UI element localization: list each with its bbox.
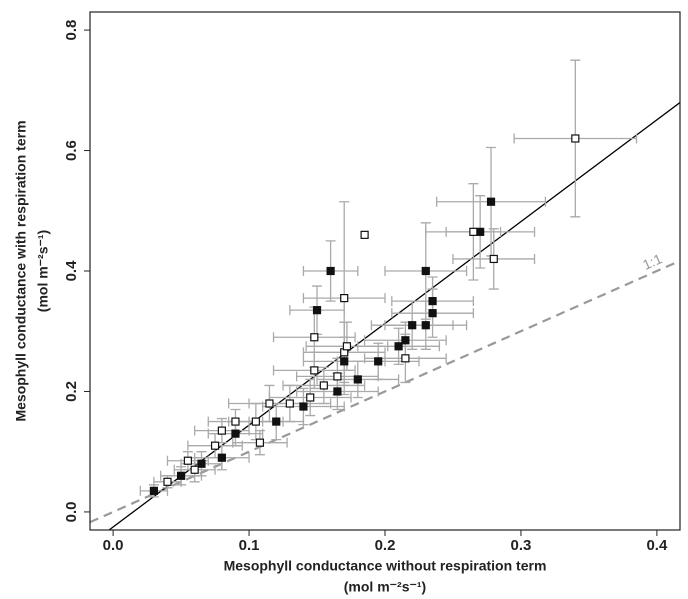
point [319,381,328,390]
point [469,227,478,236]
y-axis-title: Mesophyll conductance with respiration t… [13,120,29,421]
y-tick-label: 0.4 [63,260,80,282]
x-tick-label: 0.4 [646,537,668,554]
point [217,426,226,435]
point [255,438,265,447]
x-axis-title: Mesophyll conductance without respiratio… [224,558,547,574]
x-tick-label: 0.1 [239,537,260,554]
x-tick-label: 0.0 [103,537,124,554]
point [489,254,498,264]
point [183,456,192,465]
point [312,306,322,315]
reference-line-label: 1:1 [640,250,664,273]
point [326,266,335,276]
point [197,459,206,468]
point [251,417,260,426]
x-tick-label: 0.3 [511,537,532,554]
point [476,227,485,236]
point [401,354,410,363]
point [428,309,437,318]
point [149,486,158,495]
point [299,402,308,411]
point [285,399,294,408]
point [231,417,240,426]
point [333,387,342,396]
point [428,297,437,306]
point [272,417,281,426]
point [421,321,430,330]
point [176,471,186,480]
point [210,441,220,450]
point [333,372,342,381]
x-tick-label: 0.2 [375,537,396,554]
point [231,429,240,438]
y-tick-label: 0.0 [63,502,80,523]
y-tick-label: 0.8 [63,20,80,41]
point [265,399,274,408]
point [374,357,383,366]
point [340,294,349,303]
point [340,357,349,366]
point [408,321,417,330]
point [342,342,352,351]
point [163,477,172,486]
y-tick-label: 0.2 [63,381,80,402]
point [310,333,319,342]
point [421,266,430,276]
x-axis-unit: (mol m⁻²s⁻¹) [344,579,426,595]
point [571,134,580,143]
point [217,453,226,462]
point [306,393,315,402]
plot-area [90,59,680,530]
y-tick-label: 0.6 [63,140,80,161]
point [190,465,199,474]
point [401,336,410,345]
reference-line [90,259,680,524]
point [486,197,496,206]
point [360,230,369,239]
point [394,342,403,351]
point [353,375,362,384]
y-axis-unit: (mol m⁻²s⁻¹) [35,230,51,312]
point [310,366,319,375]
